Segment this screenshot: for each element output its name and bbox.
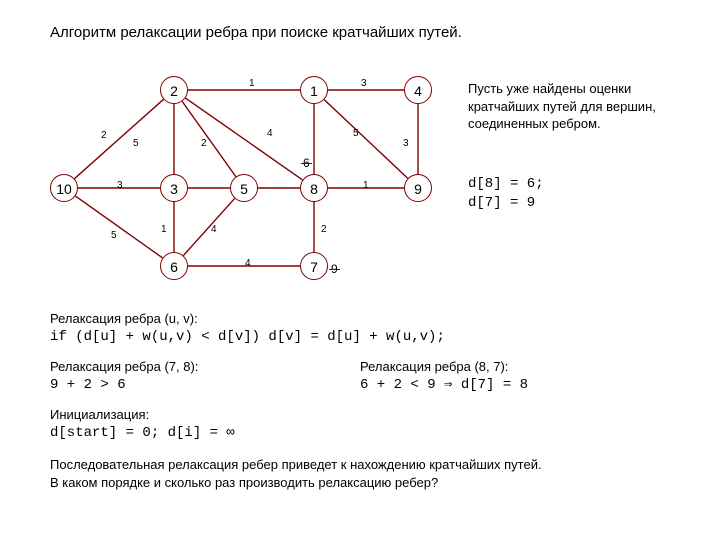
- edge-weight: 2: [320, 224, 328, 235]
- graph-node-2: 2: [160, 76, 188, 104]
- graph-node-9: 9: [404, 174, 432, 202]
- edge-weight: 2: [100, 130, 108, 141]
- graph-node-8: 8: [300, 174, 328, 202]
- graph-node-7: 7: [300, 252, 328, 280]
- edge-weight: 3: [360, 78, 368, 89]
- edge-weight: 5: [352, 128, 360, 139]
- graph-node-6: 6: [160, 252, 188, 280]
- edge-weight: 1: [248, 78, 256, 89]
- edge-weight: 3: [116, 180, 124, 191]
- edge-weight: 3: [402, 138, 410, 149]
- edge-weight: 5: [110, 230, 118, 241]
- edge-weight: 1: [362, 180, 370, 191]
- graph-node-10: 10: [50, 174, 78, 202]
- graph-node-4: 4: [404, 76, 432, 104]
- annotation-value: 9: [330, 262, 339, 276]
- edge-weight: 1: [160, 224, 168, 235]
- graph-node-3: 3: [160, 174, 188, 202]
- edge-weight: 5: [132, 138, 140, 149]
- graph-node-5: 5: [230, 174, 258, 202]
- edge-weight: 2: [200, 138, 208, 149]
- annotation-value: 6: [302, 156, 311, 170]
- edge-weight: 4: [244, 258, 252, 269]
- edge-weight: 4: [210, 224, 218, 235]
- graph-node-1: 1: [300, 76, 328, 104]
- edge-weight: 4: [266, 128, 274, 139]
